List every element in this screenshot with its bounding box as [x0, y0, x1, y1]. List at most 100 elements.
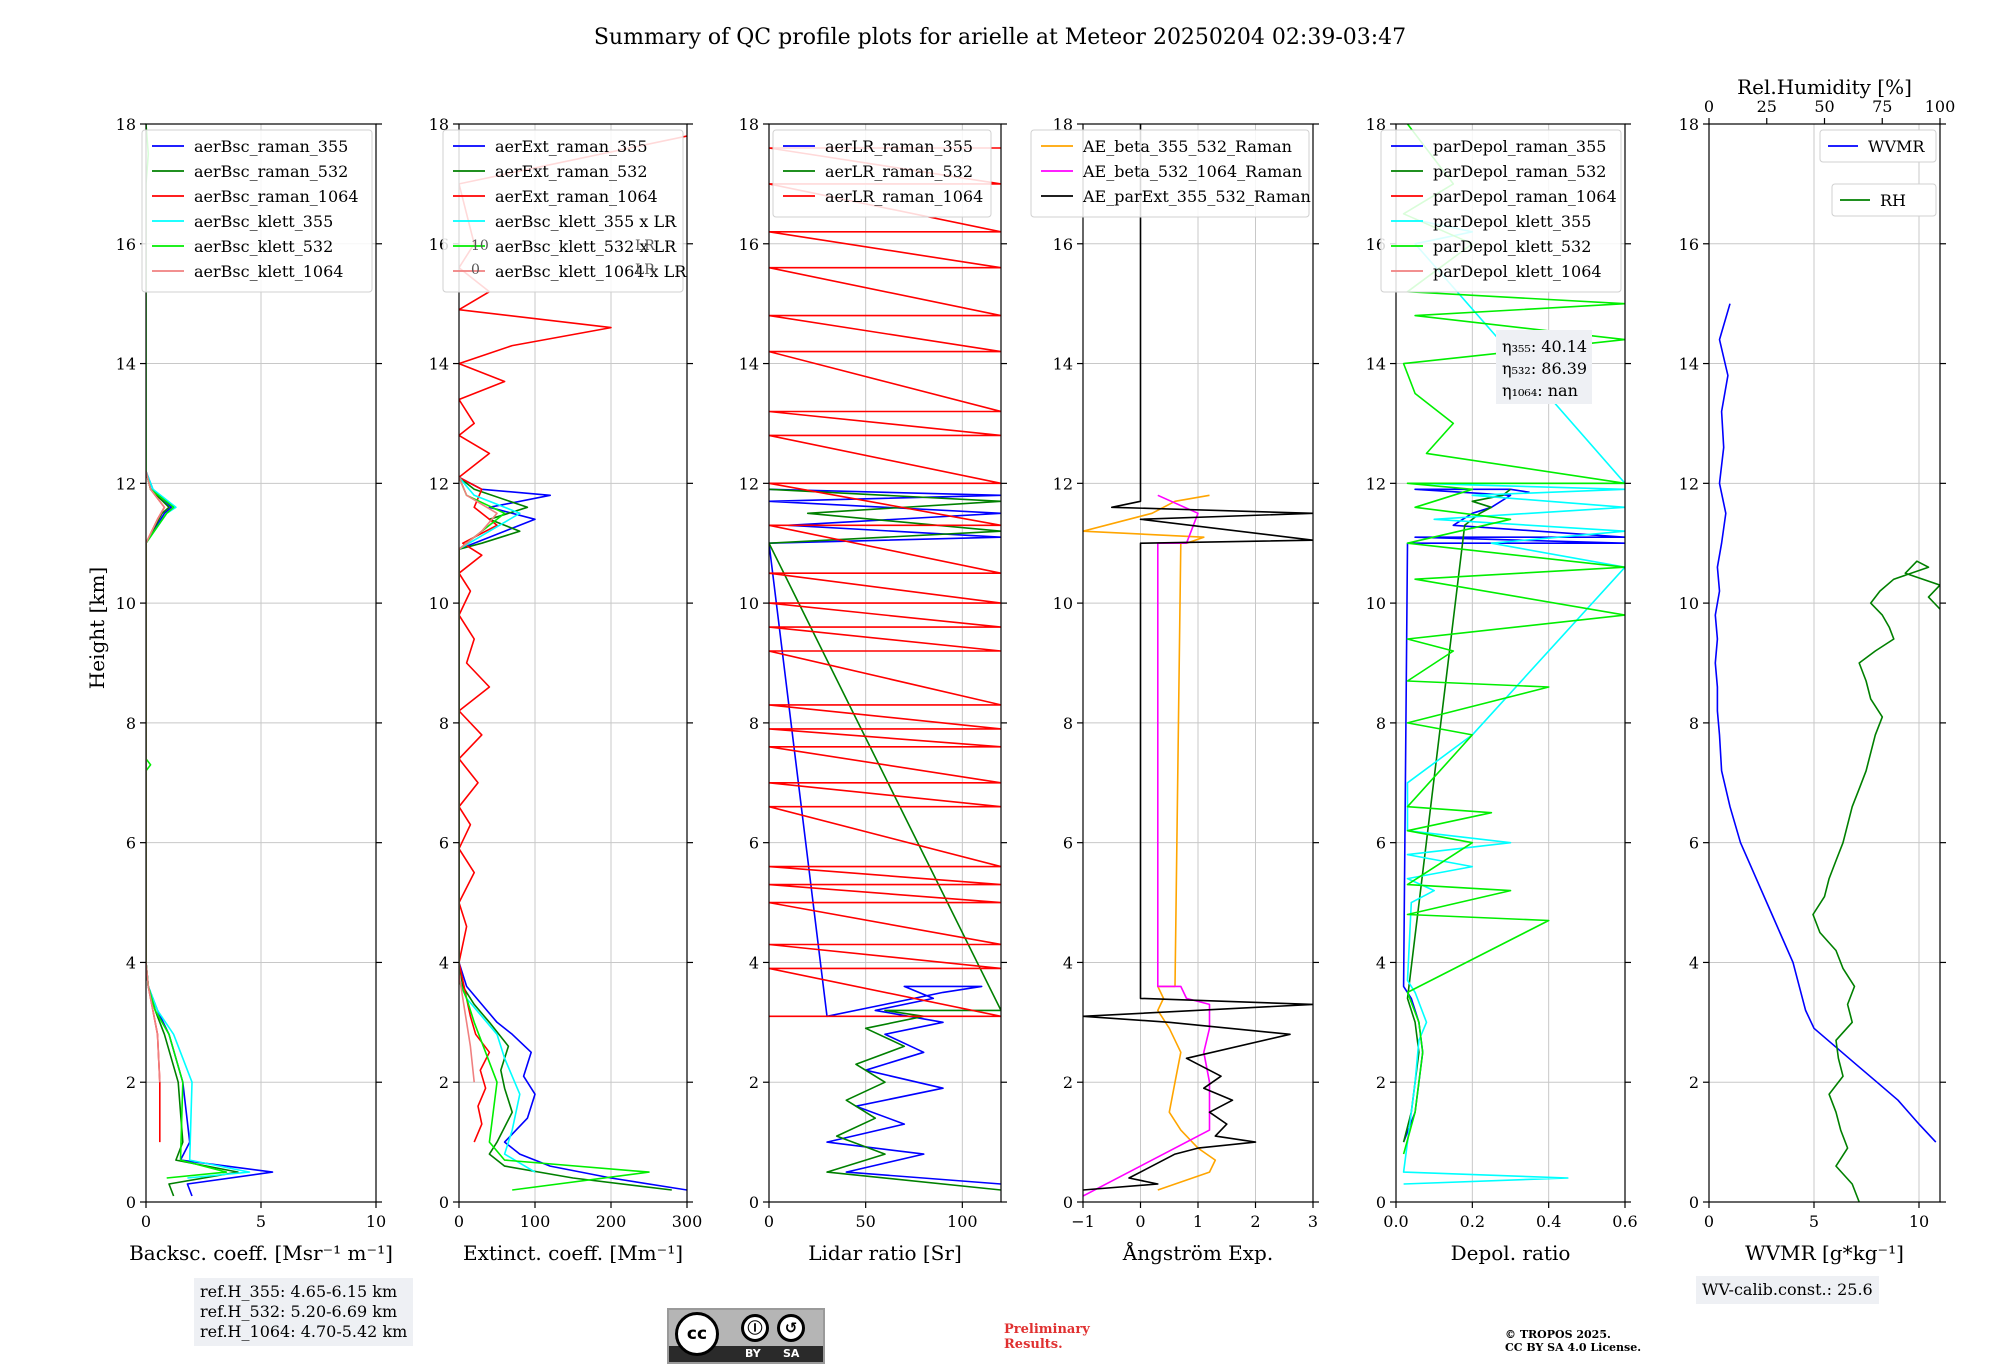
y-tick-label: 18	[1053, 115, 1073, 134]
legend-box	[1819, 129, 1937, 163]
figure-title: Summary of QC profile plots for arielle …	[594, 25, 1406, 50]
y-tick-label: 6	[126, 834, 136, 853]
series-line-parDepol_raman_355	[1402, 488, 1625, 1143]
y-tick-label: 16	[1053, 235, 1073, 254]
legend-entry: AE_beta_355_532_Raman	[1082, 137, 1292, 156]
x-tick-label: 10	[366, 1212, 386, 1231]
series-line-aerBsc_klett_532 x LR	[459, 476, 650, 1191]
x-tick-label: 2	[1250, 1212, 1260, 1231]
legend-entry: aerBsc_raman_1064	[194, 187, 359, 206]
y-tick-label: 12	[1366, 474, 1386, 493]
y-tick-label: 6	[439, 834, 449, 853]
x-tick-label: 1	[1193, 1212, 1203, 1231]
cc-by-label: BY	[745, 1347, 761, 1360]
series-line-aerBsc_klett_1064	[146, 471, 166, 1083]
panel-frame	[1708, 123, 1941, 1203]
legend-box	[1030, 129, 1310, 218]
y-tick-label: 2	[1063, 1073, 1073, 1092]
x-tick-label: 100	[520, 1212, 551, 1231]
y-tick-label: 14	[116, 355, 136, 374]
legend-fragment: 0	[471, 262, 480, 278]
y-tick-label: 6	[1376, 834, 1386, 853]
legend-entry: aerExt_raman_1064	[495, 187, 658, 206]
legend-entry: aerExt_raman_355	[495, 137, 648, 156]
x-tick-label: 0	[1135, 1212, 1145, 1231]
x-tick-label: 0.6	[1612, 1212, 1637, 1231]
x-tick-label: 3	[1308, 1212, 1318, 1231]
series-group	[769, 147, 1001, 1191]
series-group	[1714, 303, 1940, 1202]
y-tick-label: 4	[1063, 953, 1073, 972]
x2-axis-label: Rel.Humidity [%]	[1737, 75, 1912, 99]
x-axis-label: Extinct. coeff. [Mm⁻¹]	[463, 1241, 683, 1265]
legend-entry: AE_parExt_355_532_Raman	[1082, 187, 1311, 206]
y-tick-label: 2	[1689, 1073, 1699, 1092]
y-tick-label: 10	[739, 594, 759, 613]
legend-entry: aerBsc_klett_1064 x LR	[495, 262, 687, 281]
share-alike-icon: ↺	[777, 1314, 805, 1342]
depol-annotation: η₃₅₅: 40.14 η₅₃₂: 86.39 η₁₀₆₄: nan	[1496, 330, 1592, 404]
legend-entry: aerLR_raman_532	[825, 162, 973, 181]
panel-1: 0 2 4 6 8 10 12 14 16 18 0 5 10 Backsc. coeff. [Msr⁻¹…	[116, 115, 393, 1265]
x-tick-label: 0	[764, 1212, 774, 1231]
annotation-line: η₁₀₆₄: nan	[1502, 381, 1578, 400]
x-tick-label: 0.4	[1536, 1212, 1561, 1231]
y-tick-label: 10	[1366, 594, 1386, 613]
legend: aerExt_raman_355 aerExt_raman_532 aerExt_r…	[442, 129, 687, 293]
y-tick-label: 16	[739, 235, 759, 254]
legend: aerBsc_raman_355 aerBsc_raman_532 aerBsc_r…	[141, 129, 373, 293]
legend-entry: aerLR_raman_355	[825, 137, 973, 156]
series-line-RH	[1812, 560, 1940, 1202]
legend-entry: aerExt_raman_532	[495, 162, 648, 181]
legend-entry: aerBsc_raman_355	[194, 137, 348, 156]
y-tick-label: 2	[126, 1073, 136, 1092]
legend: AE_beta_355_532_Raman AE_beta_532_1064_Ra…	[1030, 129, 1311, 218]
y-tick-label: 0	[1689, 1193, 1699, 1212]
cc-logo-icon: cc	[675, 1312, 719, 1356]
series-line-AE_beta_355_532_Raman	[1083, 494, 1217, 1191]
series-line-parDepol_klett_355	[1402, 219, 1625, 1185]
x-tick-label: −1	[1071, 1212, 1095, 1231]
x-tick-label: 0	[1704, 1212, 1714, 1231]
panel-frame	[1395, 123, 1626, 1203]
x2-tick-label: 100	[1925, 97, 1956, 116]
series-line-AE_parExt_355_532_Raman	[1083, 124, 1313, 1191]
legend-fragment: LR	[635, 238, 655, 254]
x2-tick-label: 25	[1757, 97, 1777, 116]
y-tick-label: 4	[126, 953, 136, 972]
series-line-aerLR_raman_532	[769, 488, 1001, 1191]
annotation-line: η₃₅₅: 40.14	[1502, 337, 1587, 356]
series-line-aerBsc_klett_1064 x LR	[459, 476, 498, 1083]
x-axis-label: Backsc. coeff. [Msr⁻¹ m⁻¹]	[129, 1241, 393, 1265]
y-tick-label: 8	[126, 714, 136, 733]
x2-tick-label: 50	[1814, 97, 1834, 116]
y-tick-label: 8	[439, 714, 449, 733]
y-tick-label: 12	[1679, 474, 1699, 493]
panel-6: 0 2 4 6 8 10 12 14 16 18 0 5 10 WVMR [g*kg⁻¹] WVMR RH Re…	[1679, 75, 1956, 1265]
y-tick-label: 16	[116, 235, 136, 254]
y-tick-label: 6	[1689, 834, 1699, 853]
legend-entry: aerBsc_klett_1064	[194, 262, 343, 281]
legend-wvmr: WVMR	[1819, 129, 1937, 163]
x-tick-label: 5	[256, 1212, 266, 1231]
y-tick-label: 4	[439, 953, 449, 972]
y-tick-label: 2	[749, 1073, 759, 1092]
legend-entry: aerBsc_raman_532	[194, 162, 348, 181]
x-axis-label: Ångström Exp.	[1122, 1240, 1273, 1265]
x-tick-label: 300	[672, 1212, 703, 1231]
legend-entry: parDepol_raman_532	[1433, 162, 1606, 181]
y-tick-label: 4	[1376, 953, 1386, 972]
y-tick-label: 2	[1376, 1073, 1386, 1092]
series-line-WVMR	[1714, 303, 1937, 1143]
legend-entry: parDepol_klett_355	[1433, 212, 1591, 231]
y-tick-label: 10	[1679, 594, 1699, 613]
y-tick-label: 6	[749, 834, 759, 853]
series-line-AE_beta_532_1064_Raman	[1083, 494, 1211, 1197]
legend-fragment: LR	[635, 262, 655, 278]
y-tick-label: 12	[1053, 474, 1073, 493]
y-tick-label: 12	[116, 474, 136, 493]
y-tick-label: 18	[1679, 115, 1699, 134]
x-axis-label: Depol. ratio	[1451, 1241, 1571, 1265]
